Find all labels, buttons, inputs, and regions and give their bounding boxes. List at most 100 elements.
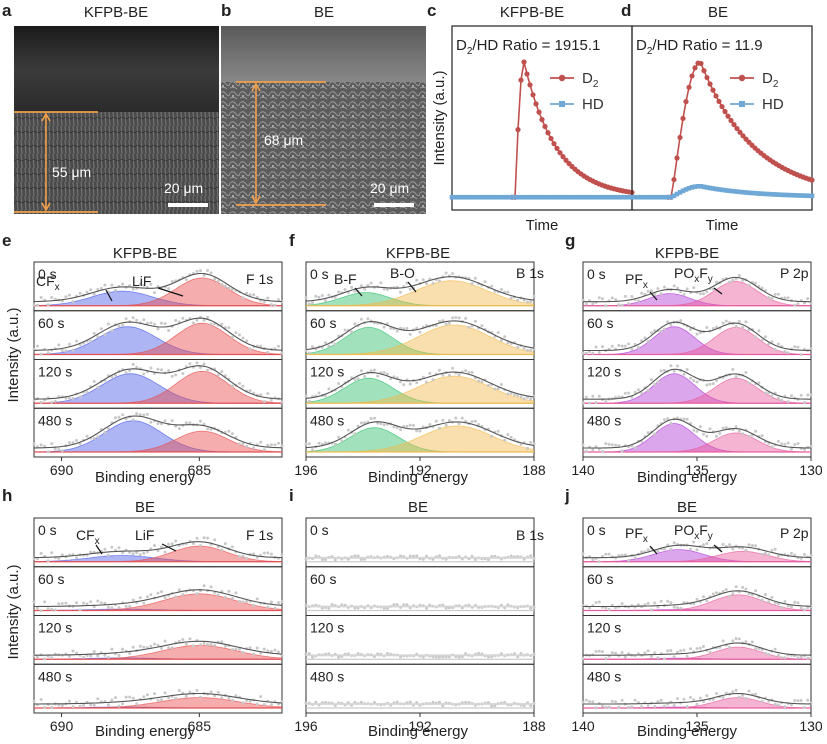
ann-i-region: B 1s bbox=[516, 527, 544, 543]
raw-data-point-g bbox=[741, 432, 745, 436]
raw-data-point-g bbox=[734, 324, 738, 328]
peak-fill-j-POxFy bbox=[583, 551, 811, 562]
raw-data-point-g bbox=[594, 401, 598, 405]
raw-data-point-g bbox=[718, 431, 722, 435]
point-c-HD bbox=[626, 194, 632, 200]
raw-data-point-g bbox=[741, 278, 745, 282]
raw-data-point-g bbox=[702, 432, 705, 436]
raw-data-point-j bbox=[799, 606, 803, 610]
raw-data-point-g bbox=[776, 439, 780, 443]
raw-data-point-e bbox=[156, 422, 160, 425]
raw-data-point-j bbox=[604, 606, 608, 610]
raw-data-point-f bbox=[353, 322, 357, 326]
x-axis-label-j: Binding energy bbox=[637, 723, 738, 740]
raw-data-point-i bbox=[441, 704, 445, 708]
raw-data-point-f bbox=[477, 379, 481, 383]
raw-data-point-f bbox=[473, 419, 477, 423]
raw-data-point-h bbox=[234, 647, 238, 651]
raw-data-point-h bbox=[142, 601, 146, 605]
raw-data-point-g bbox=[627, 391, 631, 395]
raw-data-point-j bbox=[776, 653, 780, 657]
raw-data-point-e bbox=[206, 368, 210, 372]
raw-data-point-f bbox=[486, 383, 490, 387]
point-c-D2 bbox=[551, 141, 557, 147]
raw-data-point-g bbox=[604, 304, 608, 308]
raw-data-point-h bbox=[209, 585, 213, 589]
point-c-D2 bbox=[557, 150, 563, 156]
point-c-HD bbox=[566, 194, 572, 200]
raw-data-point-j bbox=[747, 689, 751, 693]
x-axis-label-h: Binding energy bbox=[95, 723, 196, 740]
raw-data-point-h bbox=[32, 700, 36, 703]
ratio-c-prefix: D bbox=[456, 37, 467, 54]
point-d-HD bbox=[755, 191, 761, 196]
point-c-HD bbox=[521, 194, 527, 200]
raw-data-point-g bbox=[672, 369, 676, 373]
raw-data-point-i bbox=[421, 655, 425, 659]
raw-data-point-g bbox=[721, 321, 725, 325]
panel-title-h: BE bbox=[135, 499, 155, 516]
row-time-label-j: 60 s bbox=[587, 571, 613, 587]
raw-data-point-e bbox=[181, 372, 185, 375]
fit-envelope-f bbox=[305, 421, 535, 449]
raw-data-point-j bbox=[614, 606, 618, 610]
raw-data-point-e bbox=[131, 316, 135, 320]
raw-data-point-j bbox=[705, 599, 709, 603]
point-c-HD bbox=[458, 194, 464, 200]
row-time-label-g: 120 s bbox=[587, 364, 621, 380]
raw-data-point-f bbox=[522, 298, 526, 302]
raw-data-point-h bbox=[36, 557, 39, 561]
raw-data-point-j bbox=[623, 553, 627, 557]
point-c-HD bbox=[563, 194, 569, 200]
raw-data-point-f bbox=[343, 288, 347, 291]
point-c-HD bbox=[524, 194, 530, 200]
raw-data-point-f bbox=[447, 419, 451, 422]
y-axis-label-h: Intensity (a.u.) bbox=[5, 564, 22, 659]
raw-data-point-h bbox=[160, 698, 163, 702]
legend-main-c-D2: D bbox=[582, 70, 593, 87]
raw-data-point-e bbox=[36, 303, 39, 307]
raw-data-point-e bbox=[238, 442, 241, 446]
raw-data-point-h bbox=[163, 550, 167, 554]
raw-data-point-h bbox=[167, 646, 171, 650]
point-d-HD bbox=[800, 193, 806, 198]
raw-data-point-i bbox=[392, 603, 396, 607]
raw-data-point-j bbox=[737, 637, 741, 641]
point-c-HD bbox=[503, 194, 509, 200]
raw-data-point-h bbox=[85, 602, 89, 606]
raw-data-point-e bbox=[117, 415, 121, 419]
raw-data-point-h bbox=[163, 691, 167, 695]
point-d-HD bbox=[701, 184, 707, 190]
raw-data-point-i bbox=[395, 700, 399, 704]
raw-data-point-h bbox=[191, 644, 195, 648]
raw-data-point-j bbox=[767, 600, 771, 604]
raw-data-point-g bbox=[698, 292, 702, 296]
raw-data-point-h bbox=[262, 647, 266, 651]
raw-data-point-h bbox=[124, 604, 128, 608]
raw-data-point-h bbox=[269, 703, 273, 707]
raw-data-point-i bbox=[307, 652, 311, 656]
raw-data-point-f bbox=[324, 441, 327, 445]
raw-data-point-h bbox=[277, 650, 280, 654]
raw-data-point-h bbox=[245, 699, 249, 702]
raw-data-point-h bbox=[269, 552, 273, 556]
raw-data-point-j bbox=[754, 692, 758, 696]
point-c-HD bbox=[518, 194, 524, 200]
peak-fill-j-POxFy bbox=[583, 697, 811, 708]
raw-data-point-g bbox=[617, 303, 621, 307]
point-c-HD bbox=[467, 194, 473, 200]
point-c-HD bbox=[509, 194, 515, 200]
raw-data-point-i bbox=[490, 704, 494, 708]
raw-data-point-i bbox=[493, 704, 497, 708]
raw-data-point-e bbox=[64, 349, 68, 353]
legend-text-d-D2: D2 bbox=[762, 70, 779, 90]
raw-data-point-e bbox=[46, 450, 50, 454]
raw-data-point-g bbox=[597, 351, 601, 354]
raw-data-point-e bbox=[153, 291, 156, 295]
raw-data-point-j bbox=[682, 697, 686, 701]
raw-data-point-e bbox=[266, 392, 270, 395]
raw-data-point-g bbox=[659, 329, 663, 333]
x-tick-label-j: 135 bbox=[685, 718, 709, 734]
raw-data-point-h bbox=[199, 544, 202, 548]
point-c-HD bbox=[536, 194, 542, 200]
